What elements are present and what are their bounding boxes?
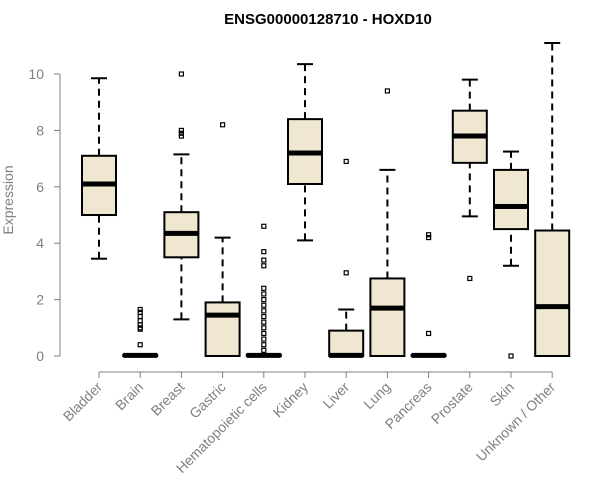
box-iqr <box>369 277 406 357</box>
y-tick-label: 2 <box>36 292 44 308</box>
box-liver <box>328 158 365 358</box>
outlier-point <box>261 319 267 325</box>
chart-title: ENSG00000128710 - HOXD10 <box>224 11 432 28</box>
box-prostate <box>451 78 488 282</box>
outlier-point <box>343 158 349 165</box>
box-lung <box>369 88 406 357</box>
y-tick-label: 10 <box>28 66 44 82</box>
outlier-point <box>137 325 143 331</box>
outlier-point <box>426 232 432 238</box>
box-unknown-other <box>534 42 571 357</box>
box-brain <box>122 306 159 358</box>
outlier-point <box>137 306 143 313</box>
x-tick-label: Brain <box>112 379 146 413</box>
y-tick-label: 6 <box>36 179 44 195</box>
y-axis-label: Expression <box>0 165 16 234</box>
x-tick-label: Breast <box>148 379 188 419</box>
outlier-point <box>261 342 267 348</box>
box-skin <box>493 150 529 359</box>
box-breast <box>163 71 200 321</box>
outlier-point <box>261 325 267 331</box>
outlier-point <box>261 302 267 308</box>
x-tick-label: Prostate <box>428 379 476 427</box>
outlier-point <box>261 249 267 255</box>
y-tick-label: 0 <box>36 348 44 364</box>
box-iqr <box>204 301 241 358</box>
y-tick-label: 4 <box>36 235 44 251</box>
x-tick-label: Skin <box>487 379 518 410</box>
box-iqr <box>534 229 571 357</box>
outlier-point <box>137 342 143 348</box>
x-tick-label: Bladder <box>60 379 106 425</box>
outlier-point <box>261 336 267 342</box>
outlier-point <box>261 347 267 353</box>
box-bladder <box>81 77 117 260</box>
box-gastric <box>204 122 241 358</box>
x-tick-label: Kidney <box>270 379 312 421</box>
outlier-point <box>261 223 267 229</box>
outlier-point <box>261 291 267 297</box>
box-pancreas <box>410 232 447 358</box>
box-kidney <box>287 63 323 242</box>
box-iqr <box>493 168 529 231</box>
x-tick-label: Liver <box>320 379 353 412</box>
outlier-point <box>137 313 143 320</box>
box-hematopoietic-cells <box>245 223 282 358</box>
outlier-point <box>261 313 267 320</box>
outlier-point <box>261 285 267 291</box>
outlier-point <box>220 122 226 128</box>
outlier-point <box>261 263 267 269</box>
y-tick-label: 8 <box>36 122 44 138</box>
outlier-point <box>137 309 143 315</box>
outlier-point <box>508 353 514 359</box>
outlier-point <box>178 130 184 136</box>
box-iqr <box>328 329 365 357</box>
outlier-point <box>467 275 473 282</box>
outlier-point <box>261 308 267 314</box>
x-tick-label: Lung <box>360 379 393 412</box>
outlier-point <box>343 270 349 276</box>
plot-area <box>81 42 571 359</box>
y-axis: 0 2 4 6 8 10 <box>28 66 61 364</box>
outlier-point <box>137 318 143 324</box>
outlier-point <box>426 234 432 241</box>
outlier-point <box>426 330 432 337</box>
outlier-point <box>261 330 267 337</box>
outlier-point <box>261 297 267 303</box>
outlier-point <box>178 127 184 134</box>
outlier-point <box>178 133 184 139</box>
outlier-point <box>178 71 184 77</box>
outlier-point <box>384 88 390 94</box>
outlier-point <box>261 257 267 263</box>
